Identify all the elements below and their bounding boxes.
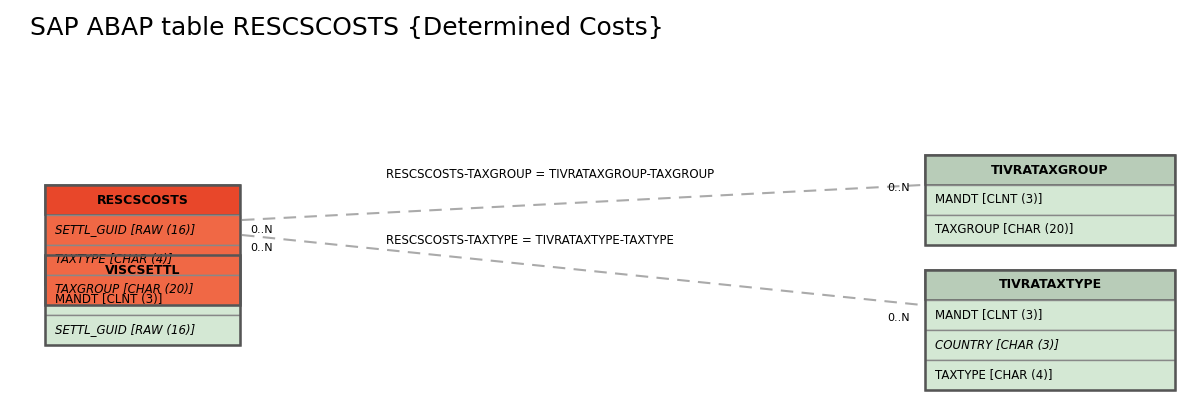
Text: SAP ABAP table RESCSCOSTS {Determined Costs}: SAP ABAP table RESCSCOSTS {Determined Co… — [30, 16, 664, 40]
FancyBboxPatch shape — [925, 360, 1174, 390]
FancyBboxPatch shape — [925, 155, 1174, 185]
Text: RESCSCOSTS: RESCSCOSTS — [97, 193, 189, 207]
Text: MANDT [CLNT (3)]: MANDT [CLNT (3)] — [935, 308, 1043, 322]
Text: TAXTYPE [CHAR (4)]: TAXTYPE [CHAR (4)] — [55, 254, 172, 266]
FancyBboxPatch shape — [925, 215, 1174, 245]
FancyBboxPatch shape — [925, 300, 1174, 330]
Text: 0..N: 0..N — [887, 183, 910, 193]
Text: SETTL_GUID [RAW (16)]: SETTL_GUID [RAW (16)] — [55, 324, 195, 337]
FancyBboxPatch shape — [925, 185, 1174, 215]
Text: 0..N: 0..N — [250, 225, 273, 235]
FancyBboxPatch shape — [45, 315, 240, 345]
Text: TIVRATAXTYPE: TIVRATAXTYPE — [999, 278, 1102, 291]
FancyBboxPatch shape — [45, 285, 240, 315]
Text: MANDT [CLNT (3)]: MANDT [CLNT (3)] — [55, 293, 163, 307]
FancyBboxPatch shape — [925, 270, 1174, 300]
Text: RESCSCOSTS-TAXTYPE = TIVRATAXTYPE-TAXTYPE: RESCSCOSTS-TAXTYPE = TIVRATAXTYPE-TAXTYP… — [386, 234, 673, 247]
FancyBboxPatch shape — [45, 245, 240, 275]
FancyBboxPatch shape — [45, 275, 240, 305]
Text: TAXTYPE [CHAR (4)]: TAXTYPE [CHAR (4)] — [935, 369, 1052, 381]
Text: VISCSETTL: VISCSETTL — [105, 264, 181, 276]
Text: TAXGROUP [CHAR (20)]: TAXGROUP [CHAR (20)] — [55, 283, 194, 296]
Text: COUNTRY [CHAR (3)]: COUNTRY [CHAR (3)] — [935, 339, 1058, 352]
FancyBboxPatch shape — [925, 330, 1174, 360]
Text: 0..N: 0..N — [887, 313, 910, 323]
Text: TAXGROUP [CHAR (20)]: TAXGROUP [CHAR (20)] — [935, 224, 1073, 237]
FancyBboxPatch shape — [45, 185, 240, 215]
Text: 0..N: 0..N — [250, 243, 273, 253]
FancyBboxPatch shape — [45, 255, 240, 285]
FancyBboxPatch shape — [45, 215, 240, 245]
Text: RESCSCOSTS-TAXGROUP = TIVRATAXGROUP-TAXGROUP: RESCSCOSTS-TAXGROUP = TIVRATAXGROUP-TAXG… — [386, 168, 714, 181]
Text: MANDT [CLNT (3)]: MANDT [CLNT (3)] — [935, 193, 1043, 207]
Text: SETTL_GUID [RAW (16)]: SETTL_GUID [RAW (16)] — [55, 224, 195, 237]
Text: TIVRATAXGROUP: TIVRATAXGROUP — [991, 164, 1109, 176]
